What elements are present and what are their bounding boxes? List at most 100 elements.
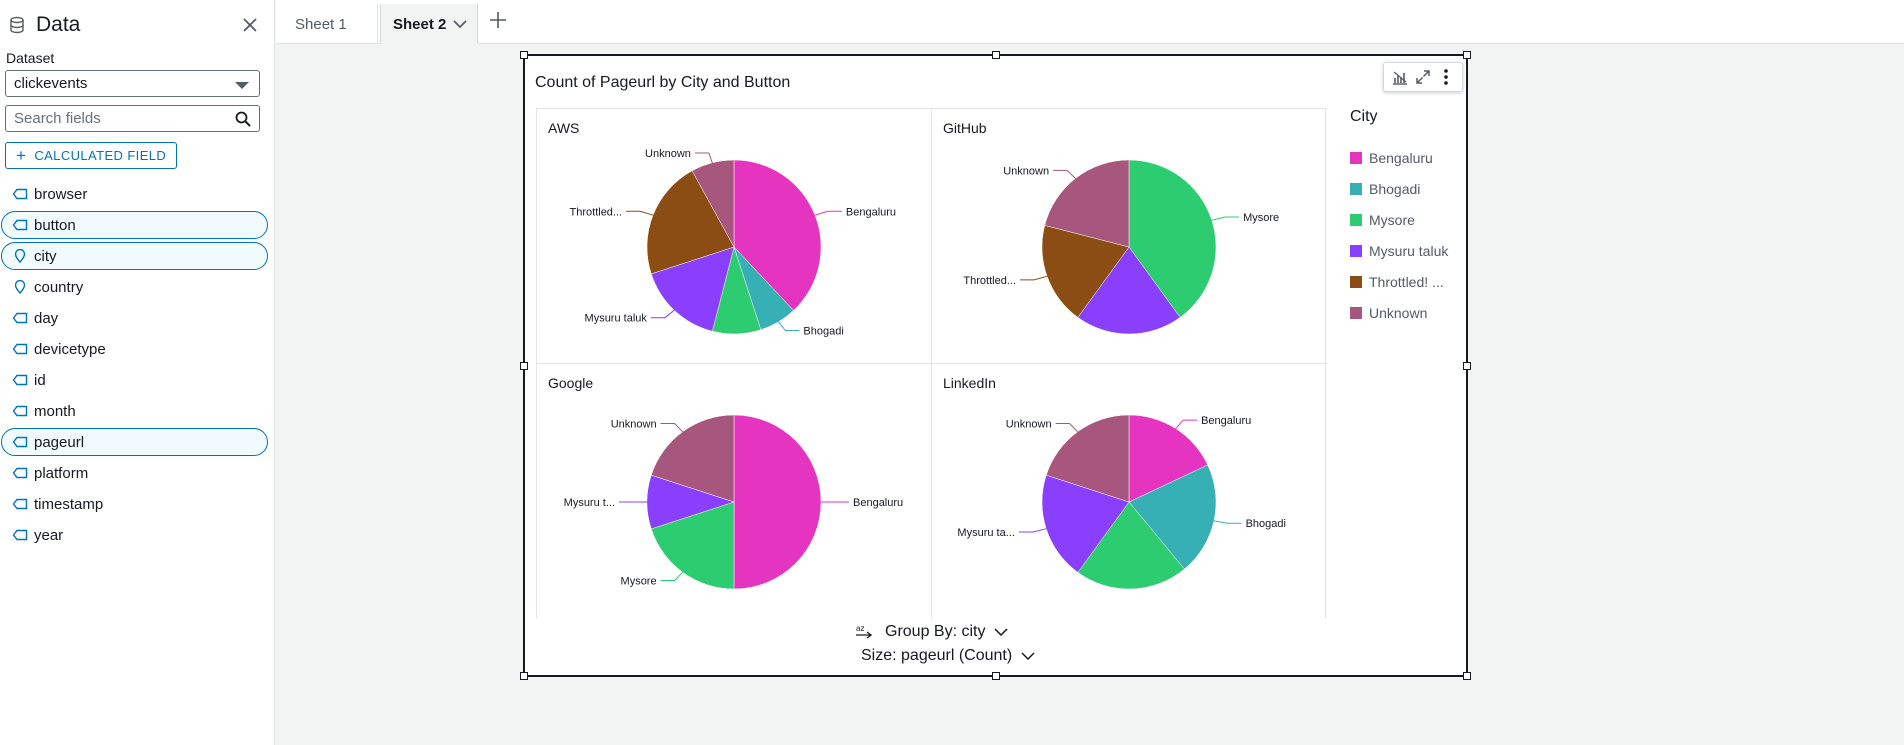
- panel-title: GitHub: [943, 120, 987, 136]
- resize-handle-nw[interactable]: [520, 51, 528, 59]
- field-name: devicetype: [34, 340, 106, 358]
- panel-google: Google Bengaluru Mysore Mysuru t... Unknown: [537, 364, 932, 619]
- chevron-down-icon[interactable]: [452, 18, 468, 30]
- tab-sheet-1[interactable]: Sheet 1: [280, 4, 378, 44]
- group-by-label: Group By: city: [885, 623, 986, 640]
- chevron-down-icon: [1021, 652, 1035, 661]
- leader-line: [660, 570, 685, 581]
- pie-aws: Bengaluru Bhogadi Mysuru taluk Throttled...…: [570, 148, 897, 338]
- field-list: browser button city country day devicetype id m…: [0, 180, 270, 552]
- leader-line: [650, 308, 677, 319]
- slice-label: Mysore: [621, 576, 657, 588]
- visual-toolbar: [1383, 62, 1463, 92]
- field-item-city[interactable]: city: [1, 242, 268, 270]
- field-item-year[interactable]: year: [1, 521, 268, 549]
- pie-chart-visual[interactable]: Count of Pageurl by City and Button AWS: [520, 51, 1471, 680]
- slice-label: Mysuru ta...: [957, 527, 1014, 539]
- legend-swatch: [1350, 151, 1362, 164]
- pie-slice[interactable]: [733, 414, 822, 590]
- visual-title: Count of Pageurl by City and Button: [535, 74, 791, 91]
- add-calculated-field-button[interactable]: + CALCULATED FIELD: [5, 142, 178, 169]
- data-panel: Data Dataset clickevents + CALCULATED FI…: [0, 0, 275, 745]
- panel-aws: AWS Bengaluru Bhogadi Mysuru taluk Throttle…: [537, 109, 932, 364]
- small-multiples-grid: AWS Bengaluru Bhogadi Mysuru taluk Throttle…: [536, 108, 1327, 619]
- leader-line: [626, 210, 656, 217]
- add-sheet-button[interactable]: [488, 10, 510, 32]
- field-name: platform: [34, 464, 89, 482]
- legend-swatch: [1350, 244, 1362, 257]
- legend-item[interactable]: Mysuru taluk: [1350, 235, 1460, 266]
- panel-title: Google: [548, 375, 594, 391]
- resize-handle-sw[interactable]: [520, 672, 528, 680]
- field-item-button[interactable]: button: [1, 211, 268, 239]
- sort-az-icon: az: [856, 624, 873, 639]
- leader-line: [1174, 419, 1198, 431]
- dimension-tag-icon: [12, 219, 28, 231]
- slice-label: Throttled...: [570, 206, 623, 218]
- leader-line: [1211, 520, 1242, 524]
- field-item-month[interactable]: month: [1, 397, 268, 425]
- legend-swatch: [1350, 213, 1362, 226]
- legend-item[interactable]: Unknown: [1350, 297, 1460, 328]
- slice-label: Unknown: [611, 419, 657, 431]
- slice-label: Bengaluru: [1201, 415, 1251, 427]
- field-item-platform[interactable]: platform: [1, 459, 268, 487]
- legend-item[interactable]: Bengaluru: [1350, 142, 1460, 173]
- size-field-well[interactable]: Size: pageurl (Count): [861, 645, 1036, 667]
- resize-handle-s[interactable]: [992, 672, 1000, 680]
- legend-label: Mysore: [1369, 211, 1415, 228]
- legend-item[interactable]: Throttled! ...: [1350, 266, 1460, 297]
- field-item-devicetype[interactable]: devicetype: [1, 335, 268, 363]
- pie-google: Bengaluru Mysore Mysuru t... Unknown: [564, 414, 903, 590]
- dataset-select[interactable]: clickevents: [5, 70, 260, 97]
- resize-handle-n[interactable]: [992, 51, 1000, 59]
- search-fields-input[interactable]: [6, 106, 216, 131]
- data-panel-title: Data: [36, 13, 81, 36]
- chart-format-icon: [1392, 71, 1407, 85]
- caret-down-icon: [235, 82, 249, 89]
- format-visual-button[interactable]: [1390, 67, 1410, 87]
- pie-github: Mysore Throttled... Unknown: [963, 159, 1279, 335]
- close-panel-button[interactable]: [237, 12, 263, 38]
- search-fields-box: [5, 105, 260, 132]
- field-item-browser[interactable]: browser: [1, 180, 268, 208]
- leader-line: [1053, 169, 1078, 181]
- size-label: Size: pageurl (Count): [861, 647, 1013, 664]
- slice-label: Unknown: [1003, 165, 1049, 177]
- leader-line: [1020, 275, 1050, 281]
- legend-swatch: [1350, 275, 1362, 288]
- legend-label: Throttled! ...: [1369, 273, 1444, 290]
- leader-line: [694, 152, 714, 165]
- field-item-day[interactable]: day: [1, 304, 268, 332]
- slice-label: Mysore: [1243, 212, 1279, 224]
- maximize-button[interactable]: [1413, 67, 1433, 87]
- field-item-timestamp[interactable]: timestamp: [1, 490, 268, 518]
- slice-label: Bhogadi: [803, 326, 843, 338]
- dimension-tag-icon: [12, 312, 28, 324]
- legend-item[interactable]: Mysore: [1350, 204, 1460, 235]
- legend-label: Bengaluru: [1369, 149, 1433, 166]
- field-item-id[interactable]: id: [1, 366, 268, 394]
- panel-title: LinkedIn: [943, 375, 996, 391]
- tab-label: Sheet 1: [295, 15, 347, 33]
- leader-line: [1209, 216, 1240, 222]
- legend-item[interactable]: Bhogadi: [1350, 173, 1460, 204]
- legend: City Bengaluru Bhogadi Mysore Mysuru taluk T…: [1350, 108, 1460, 328]
- leader-line: [1018, 527, 1049, 533]
- slice-label: Unknown: [645, 148, 691, 160]
- search-icon[interactable]: [235, 111, 251, 127]
- pie-linkedin: Bengaluru Bhogadi Mysuru ta... Unknown: [957, 414, 1286, 590]
- pie-slice[interactable]: [1077, 246, 1181, 335]
- tab-sheet-2[interactable]: Sheet 2: [380, 4, 478, 44]
- resize-handle-w[interactable]: [520, 362, 528, 370]
- leader-line: [776, 319, 800, 331]
- field-item-country[interactable]: country: [1, 273, 268, 301]
- field-item-pageurl[interactable]: pageurl: [1, 428, 268, 456]
- pie-slice[interactable]: [1077, 501, 1185, 590]
- more-options-button[interactable]: [1436, 67, 1456, 87]
- group-by-field-well[interactable]: az Group By: city: [855, 621, 1009, 643]
- resize-handle-e[interactable]: [1463, 362, 1471, 370]
- resize-handle-ne[interactable]: [1463, 51, 1471, 59]
- field-name: month: [34, 402, 76, 420]
- resize-handle-se[interactable]: [1463, 672, 1471, 680]
